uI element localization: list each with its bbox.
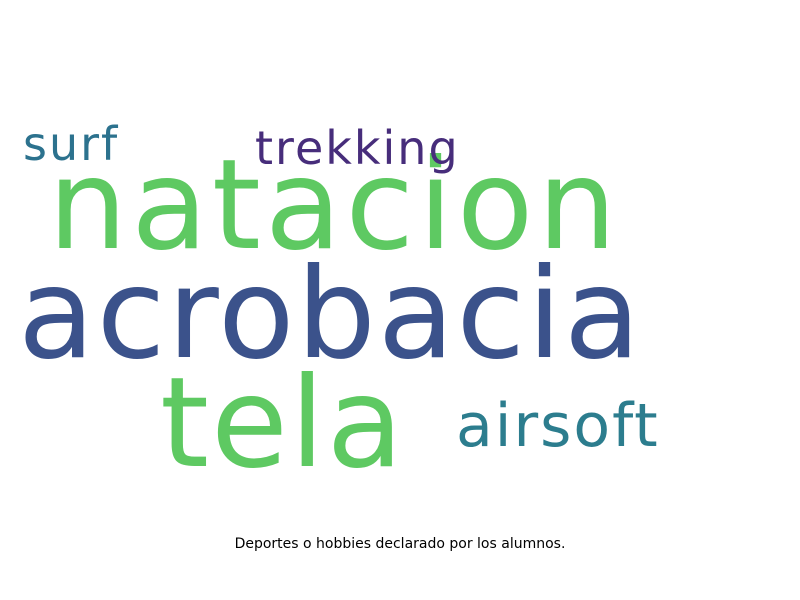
word-trekking: trekking	[255, 121, 460, 175]
word-airsoft: airsoft	[456, 391, 660, 461]
figure-caption: Deportes o hobbies declarado por los alu…	[234, 536, 566, 552]
word-acrobacia: acrobacia	[18, 242, 643, 387]
word-tela: tela	[160, 351, 406, 496]
word-surf: surf	[23, 117, 120, 171]
word-natacion: natacion	[48, 133, 621, 278]
